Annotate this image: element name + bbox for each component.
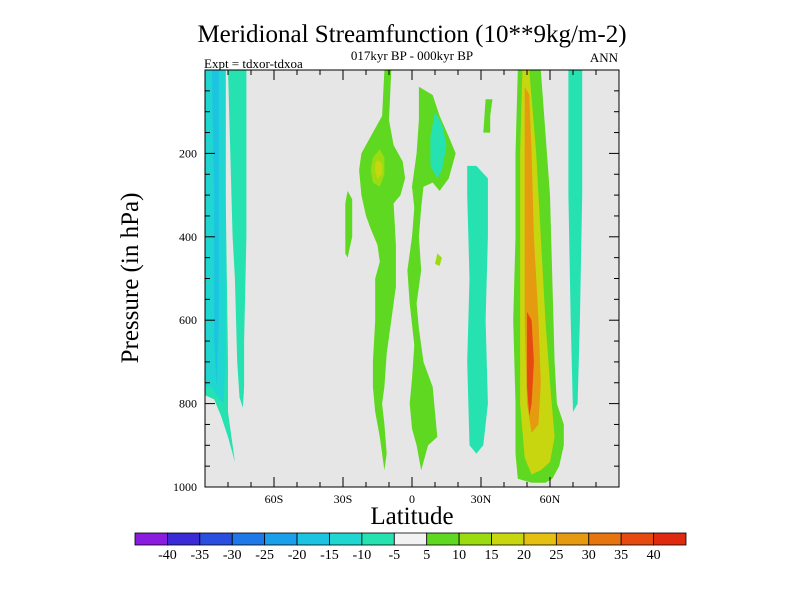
y-axis-label: Pressure (in hPa) bbox=[117, 193, 144, 364]
y-tick-label: 800 bbox=[179, 397, 197, 411]
chart-subtitle: 017kyr BP - 000kyr BP bbox=[351, 48, 473, 63]
colorbar-box bbox=[588, 532, 622, 546]
colorbar: -40 -35 -30 -25 -20 -15 -10 -5 5 10 15 20 25 30 35 40 bbox=[134, 532, 687, 563]
colorbar-label: 15 bbox=[485, 548, 499, 563]
colorbar-box bbox=[167, 532, 201, 546]
colorbar-label: 40 bbox=[647, 548, 661, 563]
colorbar-box bbox=[134, 532, 168, 546]
contour-region-nh-cell-core bbox=[527, 311, 534, 417]
axis-ticks: 60S 30S 0 30N 60N 200 400 600 800 1000 bbox=[173, 70, 619, 506]
colorbar-label: 5 bbox=[423, 548, 430, 563]
x-tick-label: 60S bbox=[265, 492, 284, 506]
colorbar-box bbox=[361, 532, 395, 546]
colorbar-label: -15 bbox=[320, 548, 339, 563]
y-tick-label: 1000 bbox=[173, 480, 197, 494]
contour-region-green-mid-core bbox=[375, 159, 383, 179]
colorbar-box bbox=[296, 532, 330, 546]
contour-region-equatorial-blue bbox=[430, 111, 447, 179]
colorbar-box bbox=[199, 532, 233, 546]
colorbar-box bbox=[231, 532, 266, 546]
colorbar-label: -40 bbox=[158, 548, 177, 563]
colorbar-box bbox=[653, 532, 687, 546]
colorbar-label: 20 bbox=[517, 548, 531, 563]
contour-region-eq-small-spot bbox=[435, 253, 442, 266]
contour-region-green-right-strip bbox=[483, 99, 493, 133]
chart-title: Meridional Streamfunction (10**9kg/m-2) bbox=[197, 21, 626, 48]
colorbar-box bbox=[329, 532, 363, 546]
contour-region-sh-cell-core bbox=[211, 70, 219, 387]
contour-region-green-left-spot bbox=[345, 190, 353, 258]
x-axis-label: Latitude bbox=[370, 503, 453, 530]
contour-regions bbox=[205, 70, 583, 483]
colorbar-label: -35 bbox=[190, 548, 209, 563]
colorbar-label: 25 bbox=[549, 548, 563, 563]
colorbar-box bbox=[426, 532, 460, 546]
colorbar-box bbox=[523, 532, 557, 546]
x-tick-label: 30S bbox=[334, 492, 353, 506]
colorbar-label: -30 bbox=[223, 548, 242, 563]
colorbar-box bbox=[555, 532, 590, 546]
plot-area: 60S 30S 0 30N 60N 200 400 600 800 1000 bbox=[173, 69, 620, 506]
x-tick-label: 30N bbox=[471, 492, 492, 506]
contour-region-equatorial-cells bbox=[407, 86, 456, 471]
colorbar-label: -10 bbox=[353, 548, 372, 563]
colorbar-box bbox=[458, 532, 492, 546]
contour-region-cyan-right bbox=[467, 165, 488, 454]
x-tick-label: 60N bbox=[540, 492, 561, 506]
experiment-label: Expt = tdxor-tdxoa bbox=[204, 56, 303, 71]
y-tick-label: 200 bbox=[179, 146, 197, 160]
colorbar-box bbox=[393, 532, 428, 546]
colorbar-label: 30 bbox=[582, 548, 596, 563]
colorbar-label: 10 bbox=[452, 548, 466, 563]
colorbar-label: 35 bbox=[614, 548, 628, 563]
colorbar-box bbox=[620, 532, 654, 546]
colorbar-label: -20 bbox=[288, 548, 307, 563]
contour-region-green-mid bbox=[359, 70, 406, 471]
colorbar-label: -25 bbox=[255, 548, 274, 563]
contour-region-cyan-far-right bbox=[568, 70, 583, 412]
season-label: ANN bbox=[590, 50, 619, 65]
colorbar-box bbox=[264, 532, 298, 546]
y-tick-label: 600 bbox=[179, 313, 197, 327]
colorbar-label: -5 bbox=[388, 548, 400, 563]
colorbar-box bbox=[491, 532, 525, 546]
x-tick-label: 0 bbox=[409, 492, 415, 506]
y-tick-label: 400 bbox=[179, 230, 197, 244]
